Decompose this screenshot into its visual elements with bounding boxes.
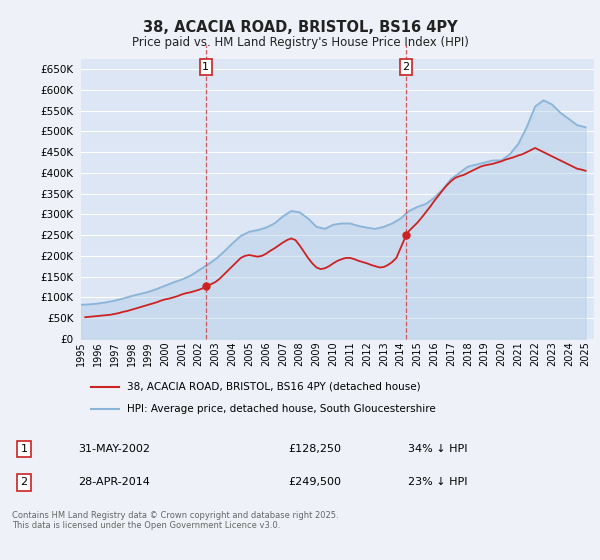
Text: 38, ACACIA ROAD, BRISTOL, BS16 4PY (detached house): 38, ACACIA ROAD, BRISTOL, BS16 4PY (deta… <box>127 381 421 391</box>
Text: 1: 1 <box>202 62 209 72</box>
Text: 23% ↓ HPI: 23% ↓ HPI <box>408 477 467 487</box>
Text: £249,500: £249,500 <box>288 477 341 487</box>
Text: 2: 2 <box>20 477 28 487</box>
Text: HPI: Average price, detached house, South Gloucestershire: HPI: Average price, detached house, Sout… <box>127 404 436 414</box>
Text: 34% ↓ HPI: 34% ↓ HPI <box>408 444 467 454</box>
Text: 1: 1 <box>20 444 28 454</box>
Text: 28-APR-2014: 28-APR-2014 <box>78 477 150 487</box>
Text: £128,250: £128,250 <box>288 444 341 454</box>
Text: 2: 2 <box>403 62 410 72</box>
Text: 31-MAY-2002: 31-MAY-2002 <box>78 444 150 454</box>
Text: 38, ACACIA ROAD, BRISTOL, BS16 4PY: 38, ACACIA ROAD, BRISTOL, BS16 4PY <box>143 20 457 35</box>
Text: Contains HM Land Registry data © Crown copyright and database right 2025.
This d: Contains HM Land Registry data © Crown c… <box>12 511 338 530</box>
Text: Price paid vs. HM Land Registry's House Price Index (HPI): Price paid vs. HM Land Registry's House … <box>131 36 469 49</box>
